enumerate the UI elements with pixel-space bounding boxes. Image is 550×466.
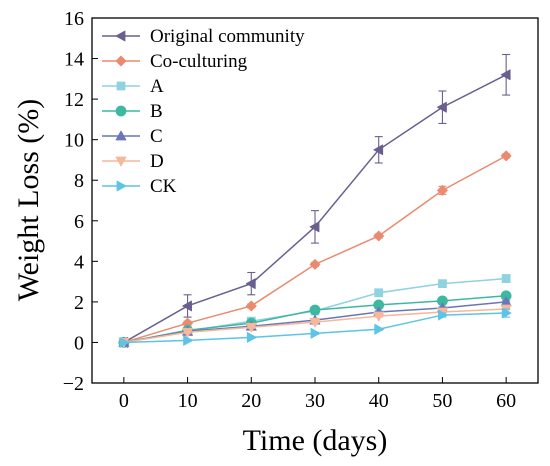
data-point: [309, 258, 321, 270]
y-tick-label: 12: [64, 89, 84, 111]
y-tick-label: 4: [74, 251, 84, 273]
legend-marker: [115, 156, 127, 167]
data-point: [500, 69, 511, 81]
series-line: [123, 74, 507, 344]
x-tick-label: 30: [305, 390, 325, 412]
legend-entry: CK: [102, 176, 177, 197]
data-point: [437, 101, 447, 113]
series-ck: [119, 307, 512, 348]
data-point: [438, 309, 448, 321]
x-tick-label: 40: [369, 390, 389, 412]
data-point: [182, 300, 192, 312]
legend-label: CK: [150, 176, 177, 197]
y-tick-label: 8: [74, 170, 84, 192]
legend-label: D: [150, 151, 164, 172]
data-point: [310, 327, 321, 339]
plot-frame: [91, 17, 539, 384]
data-point: [309, 304, 321, 316]
legend-entry: C: [102, 126, 163, 147]
y-tick-label: 10: [64, 130, 84, 152]
data-point: [309, 317, 321, 328]
data-point: [501, 307, 512, 319]
y-tick-label: 0: [74, 332, 84, 354]
data-point: [500, 150, 512, 162]
data-point: [119, 337, 130, 348]
legend-entry: Original community: [102, 26, 305, 47]
legend-label: A: [150, 76, 164, 97]
data-point: [438, 279, 447, 289]
legend-entry: B: [102, 101, 163, 122]
y-tick-label: 6: [74, 211, 84, 233]
legend-marker: [116, 180, 127, 192]
data-point: [501, 274, 511, 283]
data-point: [373, 311, 385, 322]
data-point: [183, 335, 193, 346]
data-point: [245, 322, 257, 333]
legend-marker: [115, 55, 127, 67]
x-tick-label: 20: [241, 390, 261, 412]
data-point: [373, 144, 384, 156]
series-co-culturing: [118, 150, 512, 348]
data-point: [374, 323, 385, 335]
data-point: [373, 230, 385, 242]
x-tick-label: 10: [178, 390, 198, 412]
legend-entry: A: [102, 76, 164, 97]
data-point: [374, 288, 384, 298]
x-tick-label: 50: [432, 390, 452, 412]
legend-entry: Co-culturing: [102, 51, 248, 72]
y-tick-label: 16: [64, 8, 84, 30]
data-point: [245, 300, 257, 312]
legend-marker: [116, 81, 126, 91]
x-tick-label: 0: [119, 390, 129, 412]
data-point: [245, 278, 256, 290]
legend-label: B: [150, 101, 163, 122]
axes: 0 10 20 30 40 50 60 −2 0 2 4 6 8 10 12 14 16: [63, 8, 539, 412]
data-point: [309, 221, 320, 233]
legend-marker: [115, 105, 127, 117]
data-point: [437, 184, 448, 196]
y-axis-title: Weight Loss (%): [12, 99, 45, 302]
plot-area: [118, 53, 512, 348]
y-tick-label: 2: [74, 292, 84, 314]
legend-label: Original community: [150, 26, 305, 47]
series-original-community: [118, 53, 511, 348]
data-point: [182, 327, 193, 338]
legend-marker: [115, 130, 127, 141]
legend-marker: [115, 30, 126, 42]
legend-entry: D: [102, 151, 164, 172]
legend-label: C: [150, 126, 163, 147]
y-tick-label: −2: [63, 373, 84, 395]
y-tick-label: 14: [64, 49, 84, 71]
legend-label: Co-culturing: [150, 51, 248, 72]
x-axis-title: Time (days): [243, 424, 388, 457]
data-point: [246, 331, 257, 343]
x-tick-label: 60: [496, 390, 516, 412]
